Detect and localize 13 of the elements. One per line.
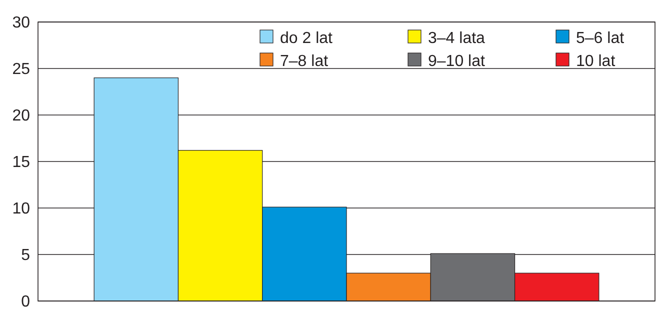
legend-label: 7–8 lat xyxy=(280,53,329,70)
legend-label: 5–6 lat xyxy=(576,30,625,47)
y-tick-label: 15 xyxy=(12,154,30,172)
y-tick-label: 20 xyxy=(12,108,30,125)
y-tick-label: 5 xyxy=(21,247,30,264)
legend-label: do 2 lat xyxy=(280,30,334,47)
y-tick-label: 10 xyxy=(12,200,30,218)
legend-label: 9–10 lat xyxy=(428,53,486,70)
y-tick-label: 30 xyxy=(12,14,30,32)
legend-label: 10 lat xyxy=(576,53,616,70)
y-tick-label: 0 xyxy=(21,294,30,311)
y-tick-label: 25 xyxy=(12,61,30,78)
legend-label: 3–4 lata xyxy=(428,30,486,47)
